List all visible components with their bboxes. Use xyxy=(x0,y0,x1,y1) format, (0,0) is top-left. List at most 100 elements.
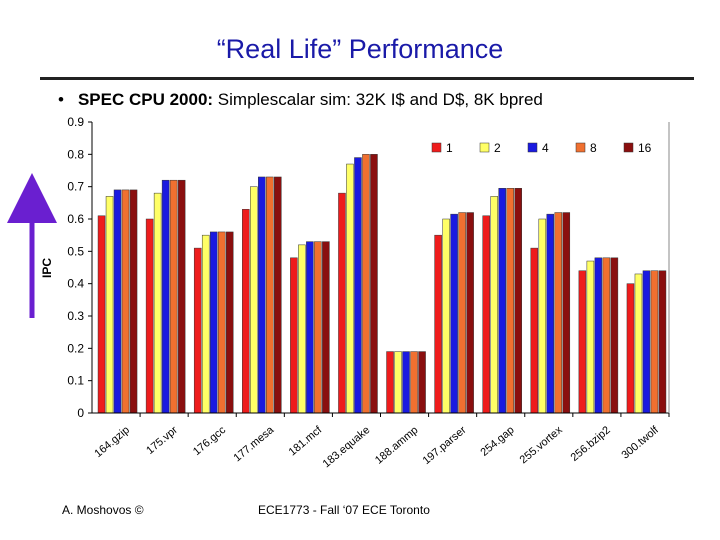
bullet-text: • SPEC CPU 2000: Simplescalar sim: 32K I$… xyxy=(58,90,543,110)
y-tick-label: 0.7 xyxy=(67,180,84,194)
x-category-label: 175.vpr xyxy=(144,424,180,457)
bar-164.gzip-series-8 xyxy=(121,189,130,414)
y-tick-label: 0.1 xyxy=(67,374,84,388)
x-category-label: 164.gzip xyxy=(92,424,132,460)
bar-181.mcf-series-2 xyxy=(298,244,306,414)
bar-164.gzip-series-2 xyxy=(105,196,114,414)
bar-177.mesa-series-1 xyxy=(242,209,250,414)
bar-175.vpr-series-2 xyxy=(153,192,162,414)
bar-300.twolf-series-2 xyxy=(634,273,643,414)
bar-183.equake-series-16 xyxy=(370,154,378,414)
bar-177.mesa-series-2 xyxy=(250,186,258,414)
bar-255.vortex-series-2 xyxy=(538,218,547,414)
x-category-label: 254.gap xyxy=(478,424,516,459)
y-tick-label: 0.5 xyxy=(67,244,84,258)
bar-300.twolf-series-8 xyxy=(650,270,659,414)
y-tick-label: 0.2 xyxy=(67,341,84,355)
bar-255.vortex-series-1 xyxy=(530,247,539,414)
legend-swatch-8 xyxy=(575,142,586,153)
bullet-rest-text: Simplescalar sim: 32K I$ and D$, 8K bpre… xyxy=(213,90,543,109)
bar-256.bzip2-series-16 xyxy=(610,257,619,414)
legend: 1 2 4 8 16 xyxy=(431,141,652,155)
x-category-label: 177.mesa xyxy=(231,424,276,465)
bar-175.vpr-series-16 xyxy=(177,179,186,414)
bar-254.gap-series-1 xyxy=(482,215,490,414)
bar-177.mesa-series-16 xyxy=(274,176,282,414)
bar-255.vortex-series-16 xyxy=(562,212,571,414)
legend-label: 8 xyxy=(590,141,597,155)
bar-300.twolf-series-1 xyxy=(626,283,635,414)
bar-176.gcc-series-1 xyxy=(193,247,202,414)
x-labels-layer: 164.gzip 175.vpr 176.gcc 177.mesa 181.mcf183… xyxy=(92,424,661,471)
bar-255.vortex-series-4 xyxy=(546,213,555,414)
y-tick-label: 0.4 xyxy=(67,277,84,291)
bar-254.gap-series-4 xyxy=(498,188,506,414)
bar-254.gap-series-8 xyxy=(506,188,514,414)
bar-183.equake-series-2 xyxy=(346,163,354,414)
bar-300.twolf-series-4 xyxy=(642,270,651,414)
bar-197.parser-series-8 xyxy=(458,212,466,414)
y-tick-label: 0.3 xyxy=(67,309,84,323)
bar-300.twolf-series-16 xyxy=(658,270,667,414)
bar-181.mcf-series-1 xyxy=(290,257,298,414)
x-category-label: 255.vortex xyxy=(518,424,565,467)
x-category-label: 188.ammp xyxy=(373,424,421,467)
bar-254.gap-series-2 xyxy=(490,196,498,414)
bar-177.mesa-series-8 xyxy=(266,176,274,414)
bar-255.vortex-series-8 xyxy=(554,212,563,414)
x-category-label: 300.twolf xyxy=(619,424,661,462)
legend-label: 4 xyxy=(542,141,549,155)
bullet-bold-text: SPEC CPU 2000: xyxy=(77,90,214,109)
bar-164.gzip-series-4 xyxy=(113,189,122,414)
bar-256.bzip2-series-8 xyxy=(602,257,611,414)
bar-164.gzip-series-16 xyxy=(129,189,138,414)
bar-183.equake-series-8 xyxy=(362,154,370,414)
y-tick-label: 0.6 xyxy=(67,212,84,226)
footer-course: ECE1773 - Fall ‘07 ECE Toronto xyxy=(258,503,430,517)
bar-176.gcc-series-8 xyxy=(217,231,226,414)
bar-183.equake-series-4 xyxy=(354,157,362,414)
legend-swatch-16 xyxy=(623,142,634,153)
bar-164.gzip-series-1 xyxy=(97,215,106,414)
legend-label: 16 xyxy=(638,141,652,155)
footer-author: A. Moshovos © xyxy=(62,503,144,517)
bar-188.ammp-series-16 xyxy=(418,351,426,414)
legend-swatch-2 xyxy=(479,142,490,153)
bar-176.gcc-series-16 xyxy=(225,231,234,414)
bullet-marker: • xyxy=(58,90,64,109)
y-tick-label: 0.8 xyxy=(67,147,84,161)
bar-197.parser-series-2 xyxy=(442,218,450,414)
bar-197.parser-series-16 xyxy=(466,212,474,414)
legend-label: 2 xyxy=(494,141,501,155)
bar-188.ammp-series-1 xyxy=(386,351,394,414)
x-category-label: 197.parser xyxy=(421,424,469,467)
ipc-bar-chart: 0 0.1 0.2 0.3 0.4 0.5 0.6 0.7 0.8 0.9 164.gzip 175… xyxy=(7,115,670,471)
bar-176.gcc-series-4 xyxy=(209,231,218,414)
bar-256.bzip2-series-2 xyxy=(586,260,595,414)
y-axis-label: IPC xyxy=(40,258,54,278)
bar-188.ammp-series-4 xyxy=(402,351,410,414)
slide-title: “Real Life” Performance xyxy=(216,34,504,64)
bars-layer xyxy=(97,154,670,417)
bar-177.mesa-series-4 xyxy=(258,176,266,414)
bar-256.bzip2-series-1 xyxy=(578,270,587,414)
x-category-label: 176.gcc xyxy=(191,424,229,458)
bar-176.gcc-series-2 xyxy=(201,234,210,414)
bar-175.vpr-series-8 xyxy=(169,179,178,414)
legend-swatch-4 xyxy=(527,142,538,153)
bar-181.mcf-series-8 xyxy=(314,241,322,414)
x-category-label: 183.equake xyxy=(321,424,373,470)
bar-188.ammp-series-2 xyxy=(394,351,402,414)
bar-256.bzip2-series-4 xyxy=(594,257,603,414)
plot-area xyxy=(92,122,669,413)
y-tick-label: 0.9 xyxy=(67,115,84,129)
y-tick-label: 0 xyxy=(77,406,84,420)
bar-175.vpr-series-1 xyxy=(145,218,154,414)
x-category-label: 256.bzip2 xyxy=(569,424,613,464)
legend-label: 1 xyxy=(446,141,453,155)
bar-175.vpr-series-4 xyxy=(161,179,170,414)
bar-197.parser-series-4 xyxy=(450,213,458,414)
y-ticks-layer: 0 0.1 0.2 0.3 0.4 0.5 0.6 0.7 0.8 0.9 xyxy=(67,115,92,420)
bar-188.ammp-series-8 xyxy=(410,351,418,414)
title-divider xyxy=(40,77,694,80)
